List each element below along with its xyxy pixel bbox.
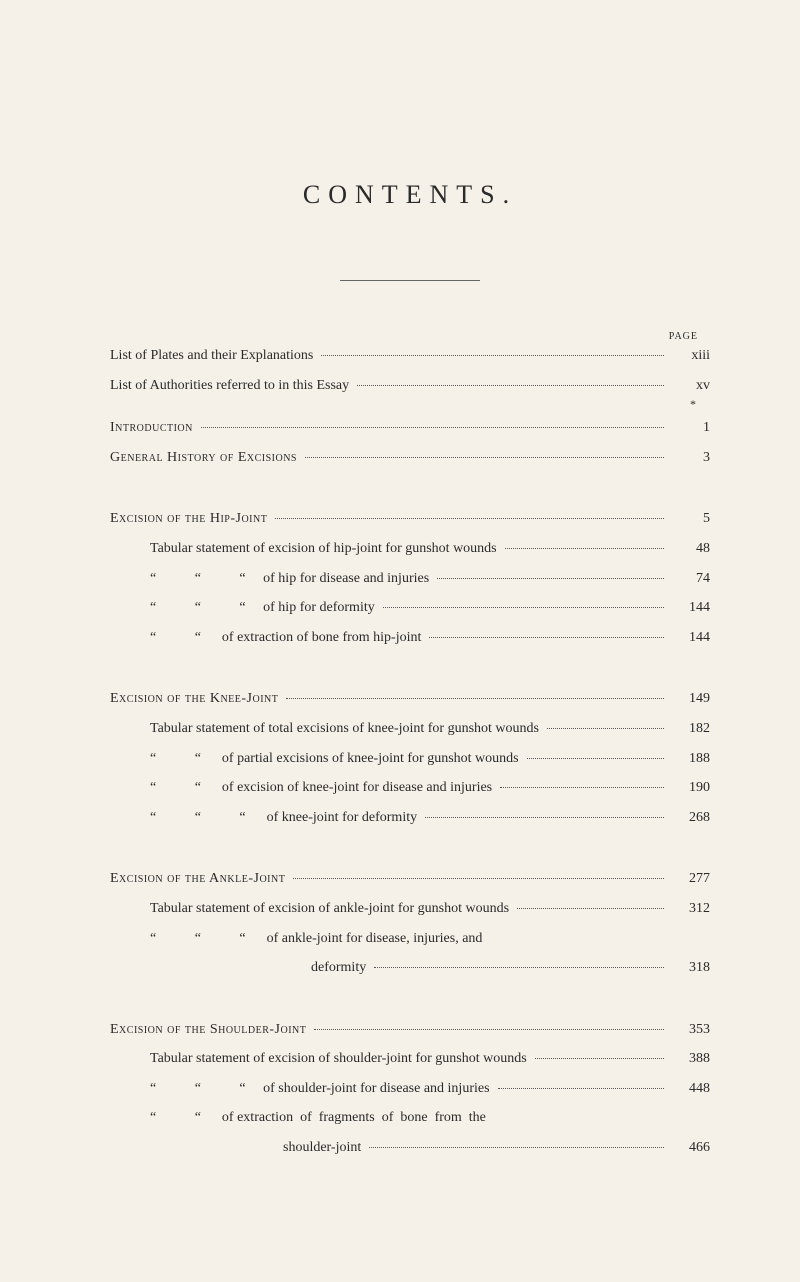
page-number: 268 xyxy=(672,808,710,828)
page-number: 353 xyxy=(672,1020,710,1040)
toc-line: “ “ “ of knee-joint for deformity 268 xyxy=(110,808,710,828)
toc-line: “ “ of extraction of bone from hip-joint… xyxy=(110,628,710,648)
toc-line: Tabular statement of excision of hip-joi… xyxy=(110,539,710,559)
page-number: 5 xyxy=(672,509,710,529)
page-number: 144 xyxy=(672,598,710,618)
page-number: 388 xyxy=(672,1049,710,1069)
toc-line: “ “ of extraction of fragments of bone f… xyxy=(110,1108,710,1128)
page-number: 277 xyxy=(672,869,710,889)
toc-label: deformity xyxy=(150,958,366,978)
toc-line: Tabular statement of excision of shoulde… xyxy=(110,1049,710,1069)
toc-line: Tabular statement of total excisions of … xyxy=(110,719,710,739)
toc-line: Excision of the Hip-Joint 5 xyxy=(110,509,710,529)
toc-label: “ “ of extraction of bone from hip-joint xyxy=(150,628,421,648)
page-number: 448 xyxy=(672,1079,710,1099)
toc-label: “ “ “ of knee-joint for deformity xyxy=(150,808,417,828)
toc-label: Tabular statement of excision of hip-joi… xyxy=(150,539,497,559)
toc-label: “ “ “ of hip for disease and injuries xyxy=(150,569,429,589)
toc-label: “ “ of excision of knee-joint for diseas… xyxy=(150,778,492,798)
toc-line: “ “ of excision of knee-joint for diseas… xyxy=(110,778,710,798)
toc-line: “ “ of partial excisions of knee-joint f… xyxy=(110,749,710,769)
toc-line: shoulder-joint 466 xyxy=(110,1138,710,1158)
page-number: 182 xyxy=(672,719,710,739)
page-number: xiii xyxy=(672,346,710,366)
toc-line: Tabular statement of excision of ankle-j… xyxy=(110,899,710,919)
page-number: 149 xyxy=(672,689,710,709)
toc-label: Tabular statement of excision of shoulde… xyxy=(150,1049,527,1069)
page-number: 190 xyxy=(672,778,710,798)
toc-line: Excision of the Shoulder-Joint 353 xyxy=(110,1020,710,1040)
toc-line: Excision of the Ankle-Joint 277 xyxy=(110,869,710,889)
toc-label: List of Plates and their Explanations xyxy=(110,346,313,366)
toc-label: shoulder-joint xyxy=(150,1138,361,1158)
toc-line: “ “ “ of hip for deformity 144 xyxy=(110,598,710,618)
contents-title: CONTENTS. xyxy=(110,180,710,210)
footnote-marker: * xyxy=(110,397,710,412)
toc-label: General History of Excisions xyxy=(110,448,297,468)
toc-line: Introduction 1 xyxy=(110,418,710,438)
section-gap xyxy=(110,837,710,869)
toc-label: Tabular statement of excision of ankle-j… xyxy=(150,899,509,919)
section-gap xyxy=(110,988,710,1020)
toc-label: Excision of the Shoulder-Joint xyxy=(110,1020,306,1040)
toc-label: “ “ “ of shoulder-joint for disease and … xyxy=(150,1079,490,1099)
page-column-header: PAGE xyxy=(110,331,710,342)
toc-label: “ “ “ of hip for deformity xyxy=(150,598,375,618)
table-of-contents: List of Plates and their Explanations xii… xyxy=(110,346,710,1158)
toc-label: Excision of the Knee-Joint xyxy=(110,689,278,709)
toc-line: deformity 318 xyxy=(110,958,710,978)
toc-line: “ “ “ of hip for disease and injuries 74 xyxy=(110,569,710,589)
page-number: xv xyxy=(672,376,710,396)
toc-label: Tabular statement of total excisions of … xyxy=(150,719,539,739)
toc-label: “ “ of extraction of fragments of bone f… xyxy=(150,1108,486,1128)
toc-line: Excision of the Knee-Joint 149 xyxy=(110,689,710,709)
toc-label: Introduction xyxy=(110,418,193,438)
toc-line: General History of Excisions 3 xyxy=(110,448,710,468)
section-gap xyxy=(110,657,710,689)
page-number: 48 xyxy=(672,539,710,559)
page-number: 318 xyxy=(672,958,710,978)
toc-line: “ “ “ of shoulder-joint for disease and … xyxy=(110,1079,710,1099)
toc-line: “ “ “ of ankle-joint for disease, injuri… xyxy=(110,929,710,949)
section-gap xyxy=(110,477,710,509)
page-number: 74 xyxy=(672,569,710,589)
title-divider xyxy=(340,280,480,281)
toc-label: “ “ “ of ankle-joint for disease, injuri… xyxy=(150,929,482,949)
toc-line: List of Authorities referred to in this … xyxy=(110,376,710,396)
page-number: 466 xyxy=(672,1138,710,1158)
page-number: 144 xyxy=(672,628,710,648)
toc-label: Excision of the Ankle-Joint xyxy=(110,869,285,889)
toc-line: List of Plates and their Explanations xii… xyxy=(110,346,710,366)
toc-label: “ “ of partial excisions of knee-joint f… xyxy=(150,749,519,769)
page-number: 188 xyxy=(672,749,710,769)
toc-label: Excision of the Hip-Joint xyxy=(110,509,267,529)
page-number: 312 xyxy=(672,899,710,919)
page-number: 1 xyxy=(672,418,710,438)
page-number: 3 xyxy=(672,448,710,468)
toc-label: List of Authorities referred to in this … xyxy=(110,376,349,396)
